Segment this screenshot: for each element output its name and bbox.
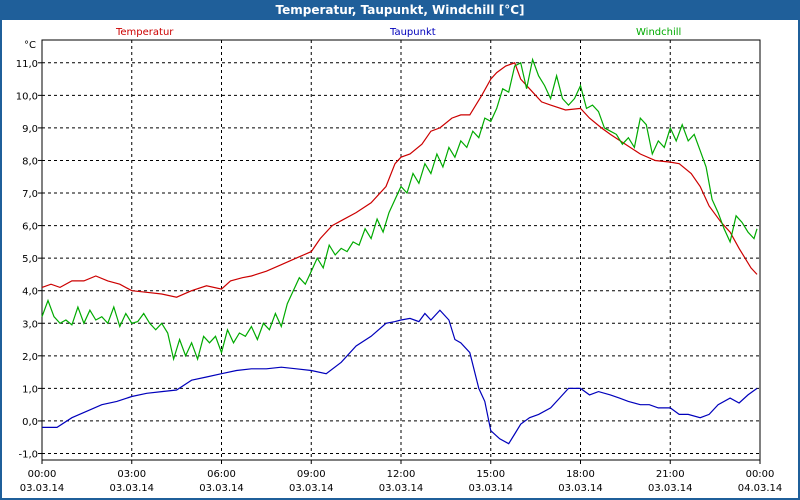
y-tick-label: 0,0 (22, 417, 38, 428)
x-tick-date-label: 03.03.14 (379, 483, 424, 494)
x-tick-time-label: 00:00 (746, 469, 775, 480)
x-tick-time-label: 03:00 (117, 469, 146, 480)
x-tick-date-label: 03.03.14 (648, 483, 693, 494)
x-tick-time-label: 15:00 (476, 469, 505, 480)
legend-item-windchill: Windchill (636, 27, 681, 38)
series-line-windchill (41, 57, 758, 362)
x-tick-date-label: 03.03.14 (468, 483, 513, 494)
x-tick-date-label: 03.03.14 (289, 483, 334, 494)
y-axis-unit-label: °C (24, 40, 36, 51)
x-tick-date-label: 03.03.14 (109, 483, 154, 494)
y-tick-label: 5,0 (22, 254, 38, 265)
y-tick-label: 11,0 (16, 59, 38, 70)
x-tick-time-label: 21:00 (656, 469, 685, 480)
y-tick-label: 10,0 (16, 91, 38, 102)
window-title: Temperatur, Taupunkt, Windchill [°C] (275, 3, 525, 17)
y-tick-label: 4,0 (22, 287, 38, 298)
x-tick-time-label: 12:00 (387, 469, 416, 480)
y-tick-label: 8,0 (22, 156, 38, 167)
x-tick-time-label: 18:00 (566, 469, 595, 480)
y-tick-label: 3,0 (22, 319, 38, 330)
x-tick-time-label: 06:00 (207, 469, 236, 480)
series-line-taupunkt (42, 309, 758, 445)
y-tick-label: -1,0 (18, 449, 38, 460)
x-tick-time-label: 09:00 (297, 469, 326, 480)
legend-item-taupunkt: Taupunkt (389, 27, 436, 38)
x-tick-date-label: 03.03.14 (20, 483, 65, 494)
y-tick-label: 2,0 (22, 352, 38, 363)
x-tick-date-label: 03.03.14 (558, 483, 603, 494)
y-tick-label: 6,0 (22, 222, 38, 233)
x-tick-date-label: 04.03.14 (738, 483, 783, 494)
y-tick-label: 7,0 (22, 189, 38, 200)
y-tick-label: 9,0 (22, 124, 38, 135)
y-tick-label: 1,0 (22, 384, 38, 395)
legend-item-temperatur: Temperatur (115, 27, 174, 38)
series-line-temperatur (41, 62, 758, 298)
chart-svg: -1,0 0,0 1,0 2,0 3,0 4,0 5,0 6,0 7,0 8,0 9,0 10,0 11… (16, 27, 783, 494)
x-tick-time-label: 00:00 (28, 469, 57, 480)
x-tick-date-label: 03.03.14 (199, 483, 244, 494)
plot-panel: -1,0 0,0 1,0 2,0 3,0 4,0 5,0 6,0 7,0 8,0 9,0 10,0 11… (2, 20, 798, 498)
